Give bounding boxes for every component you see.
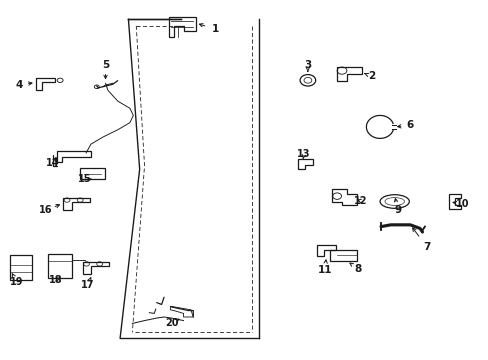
Text: 6: 6 bbox=[406, 121, 413, 130]
Text: 11: 11 bbox=[317, 265, 331, 275]
Text: 4: 4 bbox=[16, 80, 23, 90]
Text: 14: 14 bbox=[45, 158, 59, 168]
Text: 7: 7 bbox=[423, 242, 430, 252]
Text: 20: 20 bbox=[165, 319, 179, 328]
Text: 2: 2 bbox=[367, 71, 374, 81]
Text: 1: 1 bbox=[211, 24, 219, 35]
Text: 12: 12 bbox=[353, 196, 366, 206]
Text: 19: 19 bbox=[10, 277, 23, 287]
Text: 16: 16 bbox=[39, 206, 52, 216]
Text: 10: 10 bbox=[455, 199, 469, 210]
Text: 8: 8 bbox=[353, 264, 361, 274]
Text: 18: 18 bbox=[48, 275, 62, 285]
Text: 15: 15 bbox=[78, 174, 91, 184]
Text: 9: 9 bbox=[393, 206, 400, 216]
Text: 17: 17 bbox=[81, 280, 94, 290]
Text: 13: 13 bbox=[297, 149, 310, 159]
Text: 5: 5 bbox=[102, 59, 109, 69]
Text: 3: 3 bbox=[304, 59, 311, 69]
